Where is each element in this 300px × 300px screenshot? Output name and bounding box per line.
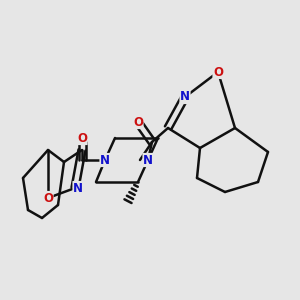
Text: O: O <box>213 65 223 79</box>
Text: O: O <box>133 116 143 128</box>
Text: N: N <box>100 154 110 166</box>
Text: N: N <box>143 154 153 166</box>
Text: N: N <box>73 182 83 194</box>
Text: N: N <box>180 91 190 103</box>
Text: O: O <box>77 131 87 145</box>
Text: O: O <box>43 191 53 205</box>
